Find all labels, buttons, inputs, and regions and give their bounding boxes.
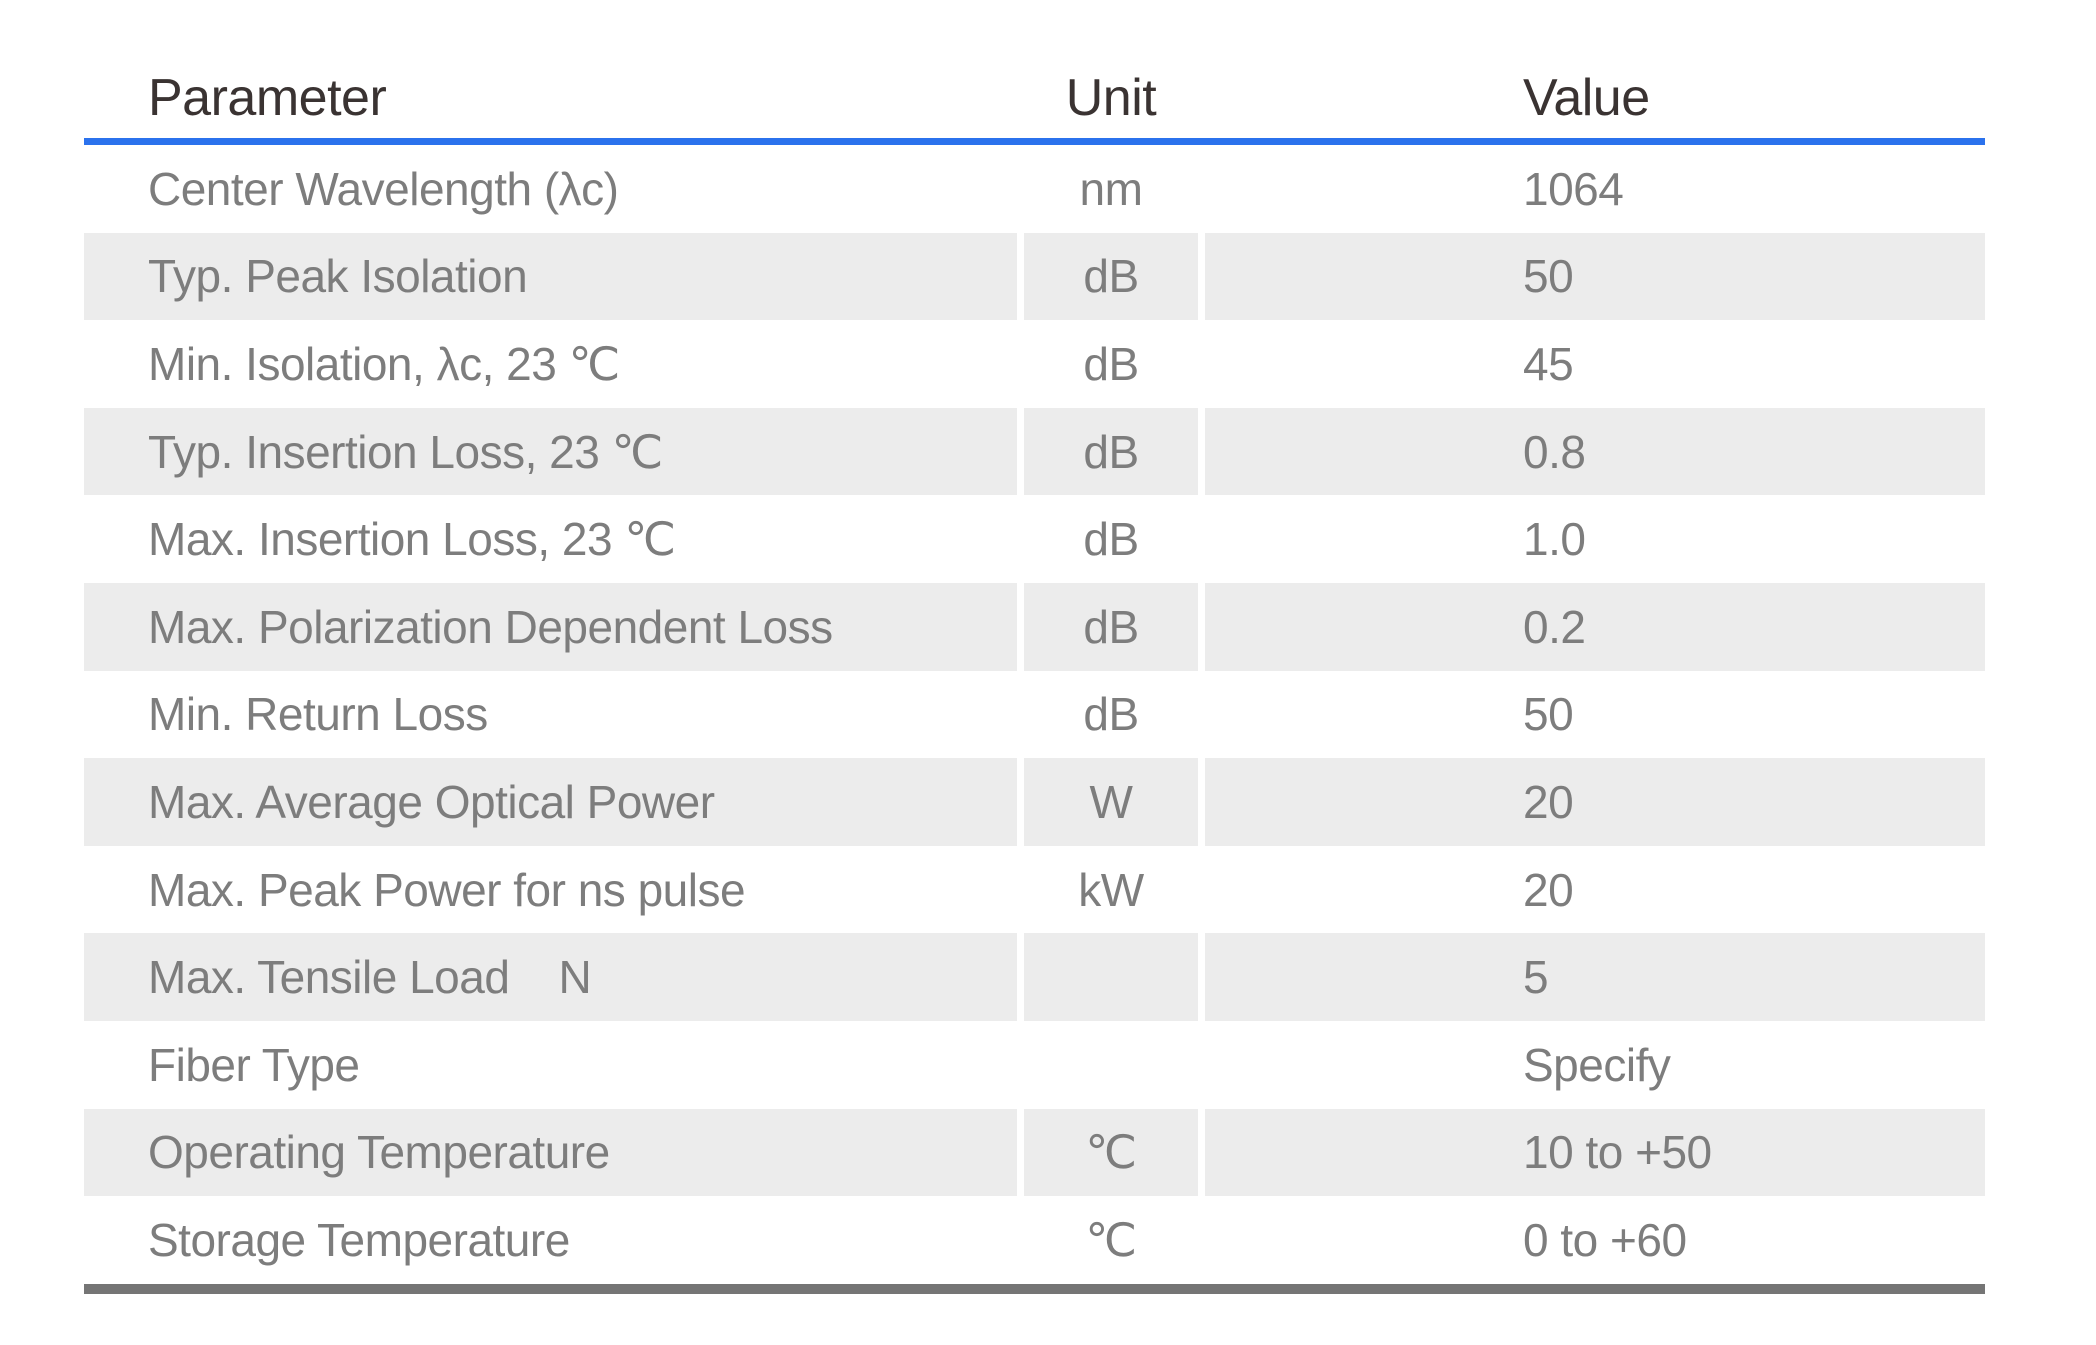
table-row: Max. Insertion Loss, 23 ℃ dB 1.0 <box>84 495 1985 583</box>
cell-parameter: Typ. Insertion Loss, 23 ℃ <box>84 407 1017 496</box>
cell-unit: dB <box>1024 232 1198 321</box>
column-header-value: Value <box>1523 69 1650 127</box>
column-header-unit: Unit <box>1065 69 1157 127</box>
cell-value: 50 <box>1523 688 1574 741</box>
cell-parameter: Max. Insertion Loss, 23 ℃ <box>148 513 676 566</box>
table-row: Typ. Insertion Loss, 23 ℃ dB 0.8 <box>84 407 1985 496</box>
cell-unit: dB <box>1083 688 1139 741</box>
cell-unit: ℃ <box>1085 1213 1137 1266</box>
table-row: Typ. Peak Isolation dB 50 <box>84 232 1985 321</box>
cell-unit: ℃ <box>1024 1108 1198 1197</box>
cell-parameter: Min. Return Loss <box>148 688 488 741</box>
cell-value: 10 to +50 <box>1205 1108 1985 1197</box>
cell-parameter: Center Wavelength (λc) <box>148 162 619 215</box>
cell-parameter: Max. Tensile Load N <box>84 933 1017 1021</box>
cell-parameter: Operating Temperature <box>84 1108 1017 1197</box>
table-row: Max. Polarization Dependent Loss dB 0.2 <box>84 582 1985 671</box>
cell-value: 0.2 <box>1205 582 1985 671</box>
bottom-rule <box>84 1283 1985 1294</box>
cell-parameter: Min. Isolation, λc, 23 ℃ <box>148 337 620 390</box>
cell-parameter: Max. Peak Power for ns pulse <box>148 863 746 916</box>
cell-unit: dB <box>1083 337 1139 390</box>
cell-value: 1064 <box>1523 162 1624 215</box>
cell-parameter: Typ. Peak Isolation <box>84 232 1017 321</box>
cell-parameter: Storage Temperature <box>148 1213 570 1266</box>
table-row: Fiber Type Specify <box>84 1021 1985 1109</box>
table-row: Min. Isolation, λc, 23 ℃ dB 45 <box>84 320 1985 408</box>
table-row: Center Wavelength (λc) nm 1064 <box>84 145 1985 233</box>
cell-unit: dB <box>1083 513 1139 566</box>
cell-unit: dB <box>1024 582 1198 671</box>
spec-table: Parameter Unit Value Center Wavelength (… <box>84 40 1985 1294</box>
cell-unit <box>1024 933 1198 1021</box>
table-body: Center Wavelength (λc) nm 1064 Typ. Peak Is… <box>84 145 1985 1284</box>
table-header-row: Parameter Unit Value <box>84 40 1985 138</box>
cell-unit: kW <box>1078 863 1144 916</box>
cell-value: 5 <box>1205 933 1985 1021</box>
table-row: Min. Return Loss dB 50 <box>84 671 1985 759</box>
table-row: Max. Peak Power for ns pulse kW 20 <box>84 846 1985 934</box>
cell-value: 0.8 <box>1205 407 1985 496</box>
cell-value: Specify <box>1523 1038 1671 1091</box>
cell-value: 20 <box>1523 863 1574 916</box>
cell-value: 50 <box>1205 232 1985 321</box>
cell-value: 45 <box>1523 337 1574 390</box>
cell-value: 1.0 <box>1523 513 1586 566</box>
cell-value: 0 to +60 <box>1523 1213 1687 1266</box>
cell-parameter: Fiber Type <box>148 1038 360 1091</box>
cell-unit: W <box>1024 758 1198 846</box>
cell-unit: nm <box>1079 162 1143 215</box>
table-row: Max. Average Optical Power W 20 <box>84 758 1985 846</box>
cell-parameter: Max. Average Optical Power <box>84 758 1017 846</box>
cell-parameter: Max. Polarization Dependent Loss <box>84 582 1017 671</box>
column-header-parameter: Parameter <box>148 69 387 127</box>
table-row: Storage Temperature ℃ 0 to +60 <box>84 1196 1985 1284</box>
table-row: Max. Tensile Load N 5 <box>84 933 1985 1021</box>
cell-unit <box>1024 1021 1198 1109</box>
cell-value: 20 <box>1205 758 1985 846</box>
table-row: Operating Temperature ℃ 10 to +50 <box>84 1108 1985 1197</box>
cell-unit: dB <box>1024 407 1198 496</box>
header-divider <box>84 138 1985 145</box>
